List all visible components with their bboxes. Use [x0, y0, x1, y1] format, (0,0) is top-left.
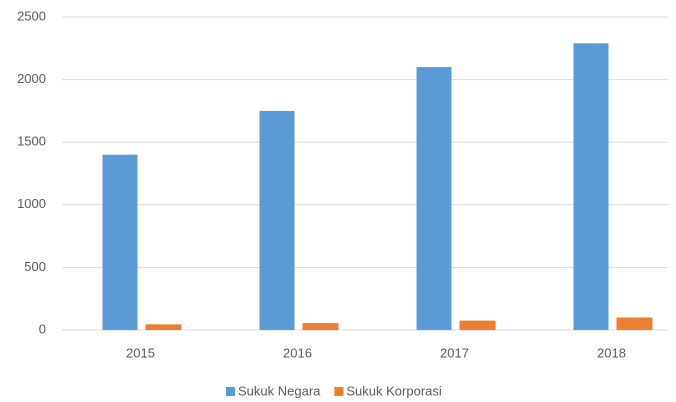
- bar: [102, 154, 138, 330]
- bar: [616, 317, 653, 330]
- bar: [416, 67, 452, 330]
- x-tick-label: 2016: [283, 345, 312, 360]
- y-tick-label: 1000: [17, 196, 46, 211]
- x-tick-label: 2015: [126, 345, 155, 360]
- y-tick-label: 2000: [17, 71, 46, 86]
- bar: [459, 320, 496, 330]
- bar: [573, 43, 609, 331]
- legend-label: Sukuk Korporasi: [346, 383, 441, 398]
- y-tick-label: 2500: [17, 8, 46, 23]
- y-tick-label: 500: [24, 259, 46, 274]
- legend-swatch: [334, 387, 344, 396]
- legend-label: Sukuk Negara: [238, 383, 321, 398]
- bar: [302, 323, 339, 330]
- bar: [259, 110, 295, 331]
- x-tick-label: 2017: [440, 345, 469, 360]
- bar: [145, 324, 182, 330]
- y-tick-label: 0: [39, 321, 46, 336]
- legend-swatch: [226, 387, 235, 396]
- y-tick-label: 1500: [17, 134, 46, 149]
- x-tick-label: 2018: [597, 345, 626, 360]
